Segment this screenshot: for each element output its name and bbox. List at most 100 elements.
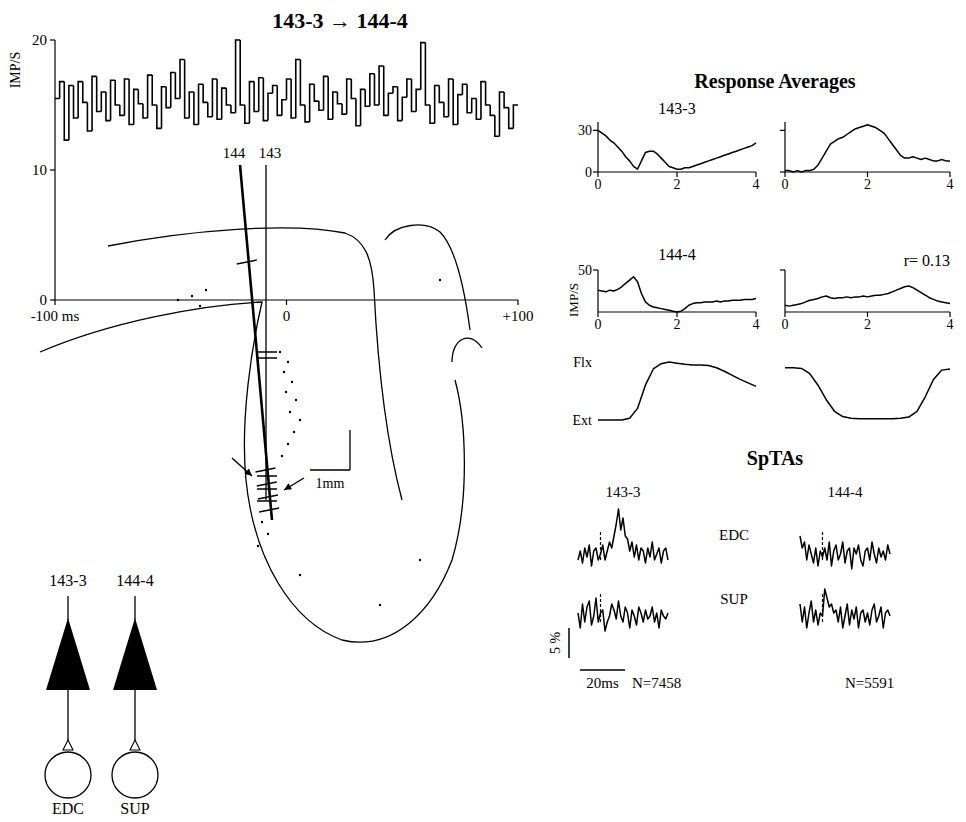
x-tick-label: 4 [947,317,954,332]
track-label: 143 [259,145,282,161]
cell-label: 144-4 [116,572,153,589]
scale-bar-y [568,628,570,658]
y-tick [593,130,598,131]
cell-dot [293,431,295,433]
cell-dot [287,443,289,445]
cell-dot [289,411,291,413]
x-tick [286,300,287,305]
bin [226,88,231,105]
trace [578,598,668,631]
figure: -100 ms0+10001020143-3 → 144-4IMP/S02403… [0,0,966,822]
plot [578,594,668,631]
x-tick-label: 0 [782,177,789,192]
n-label: N=5591 [845,675,894,691]
y-tick-label: Ext [573,413,593,428]
synapse [63,740,73,750]
cell-dot [257,545,259,547]
plot [785,125,950,172]
x-tick-label: 2 [864,317,871,332]
trace [598,277,756,312]
y-tick-label: 20 [32,32,47,48]
line-chart: 024030143-3 [578,100,760,192]
bins [55,40,518,140]
recording-site [257,357,277,359]
cell-dot [199,305,201,307]
trace [785,125,950,172]
bin [138,89,143,103]
trace [800,536,890,569]
line-chart [785,368,950,419]
row-label: EDC [719,527,749,543]
cell-dot [299,574,301,576]
cell-dot [299,419,301,421]
cell-dot [419,559,421,561]
y-tick-label: 50 [578,263,592,278]
x-tick-label: 2 [674,177,681,192]
section-title: SpTAs [747,447,804,470]
dendrite [134,596,135,620]
electrode-track [265,165,266,500]
bin [425,43,430,105]
y-tick [593,269,598,270]
plot [578,509,668,566]
plot [800,589,890,628]
electrode-track [240,165,272,520]
line-chart: 02450144-4IMP/S [566,246,760,332]
x-tick-label: 0 [595,177,602,192]
panel-title: 143-3 [658,100,695,117]
bin [337,92,342,104]
axon [67,690,68,740]
line-chart [578,509,668,566]
arrow-head [284,483,292,490]
muscle-label: EDC [52,800,84,817]
muscle-label: SUP [120,800,149,817]
y-tick [50,169,55,170]
bin [439,86,444,103]
line-chart: 024r= 0.13 [780,252,954,332]
cell-dot [205,289,207,291]
cell-dot [281,455,283,457]
synapse [130,740,140,750]
pyramidal-cell [113,618,157,690]
trace [578,509,668,566]
bin [268,93,273,120]
recording-site [257,500,277,502]
bin [152,75,157,105]
axon [134,690,135,740]
bin [351,79,356,99]
pyramidal-cell [46,618,90,690]
y-tick-label: Flx [573,355,592,370]
y-tick [780,171,785,172]
plot [785,286,950,306]
annotation: r= 0.13 [904,252,950,269]
trace [598,130,756,169]
bin [402,97,407,120]
bin [504,92,509,108]
bin [490,105,495,115]
line-chart [578,594,668,631]
bin [513,105,518,128]
cell-dot [177,299,179,301]
section-outline [385,225,470,330]
recording-site [257,488,277,490]
bin [203,84,208,102]
plot [800,532,890,569]
y-axis [597,122,598,172]
cell-dot [285,391,287,393]
x-tick [54,300,55,305]
trace [785,368,950,419]
x-tick-label: 4 [947,177,954,192]
scale-bar [349,430,350,470]
cell-dot [295,399,297,401]
cell-dot [439,279,441,281]
recording-site [237,260,257,264]
x-tick-label: 4 [753,317,760,332]
plot [598,130,756,169]
recording-site [257,482,277,486]
cell-dot [283,371,285,373]
y-tick [780,269,785,270]
cell-dot [261,521,263,523]
bin [300,60,305,106]
cell-dot [279,351,281,353]
x-tick-label: 0 [595,317,602,332]
